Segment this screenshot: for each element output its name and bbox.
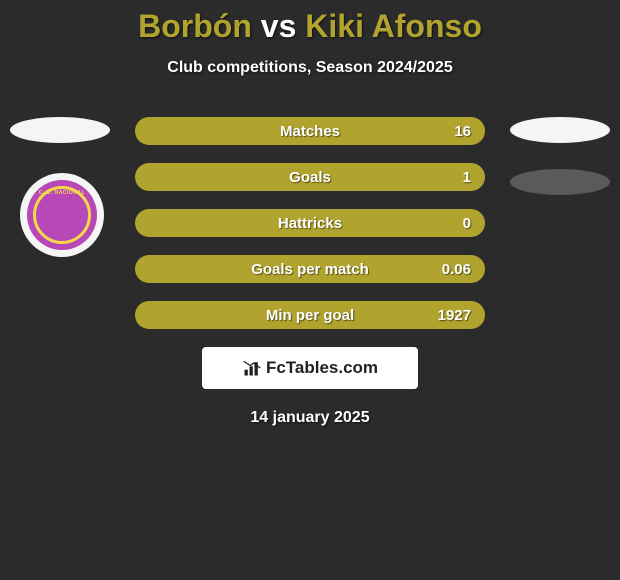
player2-name: Kiki Afonso (305, 8, 482, 44)
player1-badge-placeholder (10, 117, 110, 143)
stat-value: 16 (454, 123, 471, 140)
stat-value: 1 (463, 169, 471, 186)
stat-bar: Matches 16 (135, 117, 485, 145)
brand-text: FcTables.com (266, 358, 378, 378)
club-crest-inner: C. D. NACIONAL (27, 180, 97, 250)
vs-separator: vs (261, 8, 297, 44)
page-title: Borbón vs Kiki Afonso (0, 0, 620, 45)
player2-badge-placeholder-1 (510, 117, 610, 143)
player2-badge-placeholder-2 (510, 169, 610, 195)
club-crest: C. D. NACIONAL (20, 173, 104, 257)
stat-bars: Matches 16 Goals 1 Hattricks 0 Goals per… (135, 117, 485, 329)
brand-badge[interactable]: FcTables.com (202, 347, 418, 389)
player1-name: Borbón (138, 8, 252, 44)
stat-bar: Goals 1 (135, 163, 485, 191)
date-label: 14 january 2025 (0, 409, 620, 427)
club-crest-text-top: C. D. NACIONAL (27, 190, 97, 196)
stat-value: 0.06 (442, 261, 471, 278)
comparison-card: Borbón vs Kiki Afonso Club competitions,… (0, 0, 620, 580)
content-area: C. D. NACIONAL Matches 16 Goals 1 Hattri… (0, 117, 620, 427)
bar-chart-icon (242, 358, 262, 378)
stat-label: Matches (135, 123, 485, 140)
stat-label: Min per goal (135, 307, 485, 324)
stat-value: 1927 (438, 307, 471, 324)
stat-value: 0 (463, 215, 471, 232)
stat-label: Hattricks (135, 215, 485, 232)
stat-bar: Goals per match 0.06 (135, 255, 485, 283)
stat-bar: Hattricks 0 (135, 209, 485, 237)
stat-bar: Min per goal 1927 (135, 301, 485, 329)
subtitle: Club competitions, Season 2024/2025 (0, 59, 620, 77)
stat-label: Goals (135, 169, 485, 186)
stat-label: Goals per match (135, 261, 485, 278)
